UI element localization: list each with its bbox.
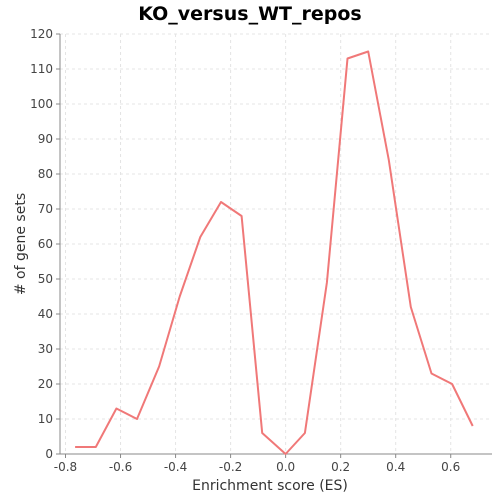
x-tick-label: 0.0: [276, 460, 295, 474]
series-line: [75, 50, 474, 455]
x-tick-label: -0.6: [109, 460, 132, 474]
x-tick-label: 0.6: [441, 460, 460, 474]
y-tick-label: 120: [30, 27, 53, 41]
y-tick-label: 80: [38, 167, 53, 181]
y-tick-label: 40: [38, 307, 53, 321]
x-tick-label: -0.8: [54, 460, 77, 474]
y-tick-label: 70: [38, 202, 53, 216]
y-tick-label: 90: [38, 132, 53, 146]
y-tick-label: 0: [45, 447, 53, 461]
y-tick-label: 20: [38, 377, 53, 391]
series-layer: [75, 50, 474, 455]
x-axis-label: Enrichment score (ES): [192, 478, 348, 494]
x-tick-label: 0.2: [331, 460, 350, 474]
x-tick-label: -0.4: [164, 460, 187, 474]
y-axis-label: # of gene sets: [13, 193, 29, 295]
chart-title: KO_versus_WT_repos: [138, 3, 362, 25]
x-tick-label: 0.4: [386, 460, 405, 474]
y-tick-label: 50: [38, 272, 53, 286]
y-tick-label: 110: [30, 62, 53, 76]
y-tick-label: 60: [38, 237, 53, 251]
x-tick-label: -0.2: [219, 460, 242, 474]
y-tick-label: 10: [38, 412, 53, 426]
axes: 0 10 20 30 40 50 60 70 80 90 100 110 120 -0.8 -0.6 -0.4…: [30, 27, 492, 474]
y-tick-label: 30: [38, 342, 53, 356]
y-tick-label: 100: [30, 97, 53, 111]
